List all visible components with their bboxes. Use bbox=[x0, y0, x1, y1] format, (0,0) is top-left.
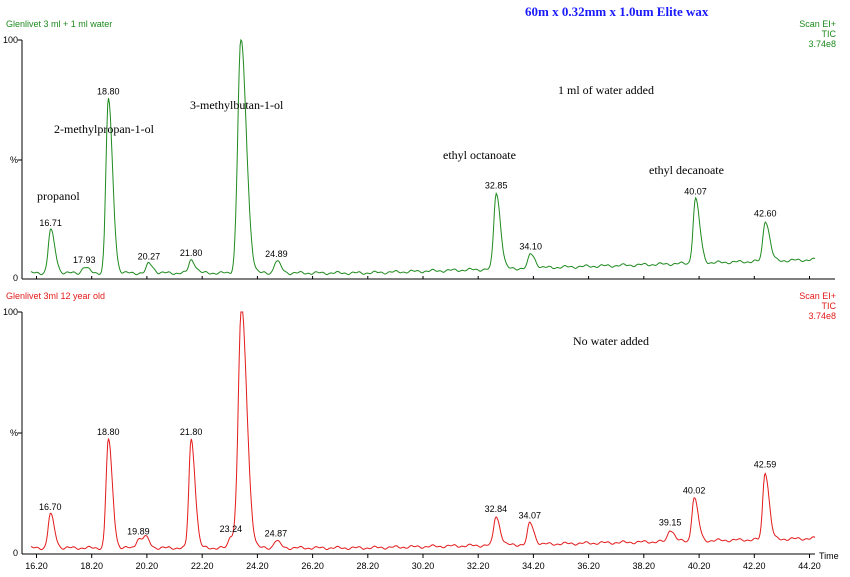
x-tick-label: 16.20 bbox=[25, 561, 48, 571]
peak-label: 16.71 bbox=[39, 218, 62, 228]
peak-label: 23.24 bbox=[220, 524, 243, 534]
sample-label-bottom: Glenlivet 3ml 12 year old bbox=[6, 291, 105, 301]
y-tick-top-0: 0 bbox=[13, 273, 18, 283]
tic-label-bottom: TIC bbox=[822, 301, 837, 311]
x-tick-label: 40.20 bbox=[688, 561, 711, 571]
peak-label: 39.15 bbox=[659, 517, 682, 527]
y-tick-bottom-0: 0 bbox=[13, 548, 18, 558]
peak-label: 19.89 bbox=[127, 526, 150, 536]
annotation-no-water: No water added bbox=[573, 334, 649, 348]
peak-label: 21.80 bbox=[180, 427, 203, 437]
peak-label: 42.59 bbox=[754, 460, 777, 470]
column-info-title: 60m x 0.32mm x 1.0um Elite wax bbox=[525, 4, 709, 19]
compound-label-propanol: propanol bbox=[37, 189, 80, 203]
compound-label-ethyl-decanoate: ethyl decanoate bbox=[649, 163, 724, 177]
sample-label-top: Glenlivet 3 ml + 1 ml water bbox=[6, 19, 112, 29]
y-tick-top-100: 100 bbox=[3, 35, 18, 45]
peak-label: 34.10 bbox=[519, 242, 542, 252]
scan-label-top: Scan EI+ bbox=[799, 19, 836, 29]
peak-label: 42.60 bbox=[754, 209, 777, 219]
x-axis-label: Time bbox=[819, 551, 839, 561]
chromatogram-bottom-panel: Glenlivet 3ml 12 year old Scan EI+ TIC 3… bbox=[3, 291, 837, 558]
annotation-water-added: 1 ml of water added bbox=[558, 83, 654, 97]
x-tick-label: 28.20 bbox=[357, 561, 380, 571]
x-axis-ticks: 16.20 18.20 20.20 22.20 24.20 26.20 28.20 30.20… bbox=[25, 276, 821, 571]
tic-trace-bottom bbox=[30, 311, 816, 551]
y-tick-bottom-percent: % bbox=[10, 428, 18, 438]
x-tick-label: 44.20 bbox=[798, 561, 821, 571]
y-tick-bottom-100: 100 bbox=[3, 307, 18, 317]
intensity-label-top: 3.74e8 bbox=[808, 39, 836, 49]
compound-label-ethyl-octanoate: ethyl octanoate bbox=[443, 148, 516, 162]
scan-label-bottom: Scan EI+ bbox=[799, 291, 836, 301]
peak-labels-top: 16.71 17.93 18.80 20.27 21.80 24.89 32.85 34.10… bbox=[39, 87, 776, 266]
peak-label: 32.84 bbox=[485, 504, 508, 514]
x-tick-label: 34.20 bbox=[522, 561, 545, 571]
x-tick-label: 32.20 bbox=[467, 561, 490, 571]
x-tick-label: 22.20 bbox=[191, 561, 214, 571]
peak-label: 16.70 bbox=[39, 502, 62, 512]
peak-label: 20.27 bbox=[138, 252, 161, 262]
peak-labels-bottom: 16.70 18.80 19.89 21.80 23.24 24.87 32.84 34.07… bbox=[39, 427, 776, 539]
x-tick-label: 18.20 bbox=[80, 561, 103, 571]
compound-label-2-methylpropan-1-ol: 2-methylpropan-1-ol bbox=[54, 122, 155, 136]
peak-label: 21.80 bbox=[180, 248, 203, 258]
peak-label: 17.93 bbox=[73, 255, 96, 265]
peak-label: 32.85 bbox=[485, 181, 508, 191]
peak-label: 18.80 bbox=[97, 87, 120, 97]
y-tick-top-percent: % bbox=[10, 155, 18, 165]
x-tick-label: 36.20 bbox=[577, 561, 600, 571]
tic-label-top: TIC bbox=[822, 29, 837, 39]
tic-trace-top bbox=[30, 38, 816, 276]
x-tick-label: 42.20 bbox=[743, 561, 766, 571]
x-tick-label: 24.20 bbox=[246, 561, 269, 571]
peak-label: 34.07 bbox=[519, 511, 542, 521]
x-tick-label: 26.20 bbox=[301, 561, 324, 571]
peak-label: 24.89 bbox=[265, 249, 288, 259]
peak-label: 40.07 bbox=[684, 187, 707, 197]
x-tick-label: 30.20 bbox=[412, 561, 435, 571]
peak-label: 24.87 bbox=[265, 529, 288, 539]
peak-label: 40.02 bbox=[683, 485, 706, 495]
peak-label: 18.80 bbox=[97, 427, 120, 437]
x-tick-label: 20.20 bbox=[136, 561, 159, 571]
compound-label-3-methylbutan-1-ol: 3-methylbutan-1-ol bbox=[190, 98, 284, 112]
chromatogram-top-panel: Glenlivet 3 ml + 1 ml water Scan EI+ TIC… bbox=[3, 19, 837, 283]
x-tick-label: 38.20 bbox=[633, 561, 656, 571]
intensity-label-bottom: 3.74e8 bbox=[808, 311, 836, 321]
